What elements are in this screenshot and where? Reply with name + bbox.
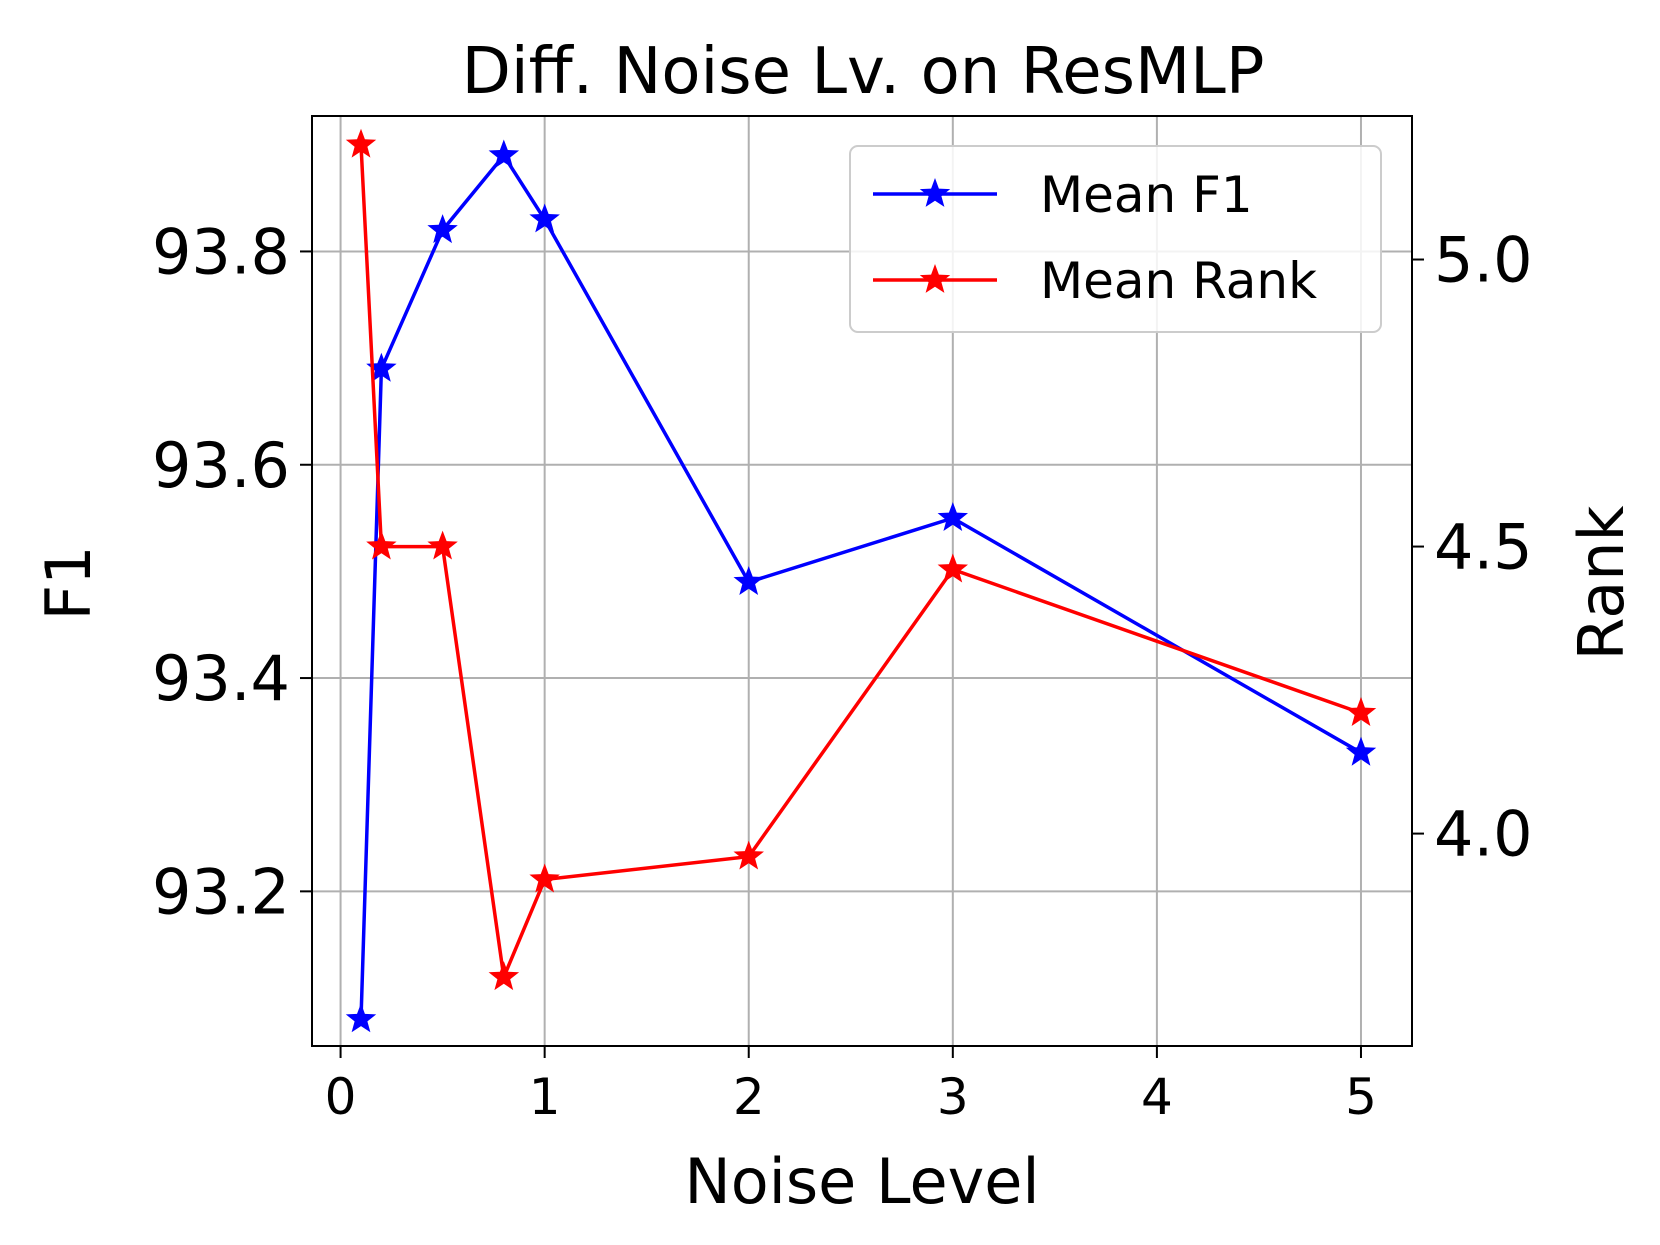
x-tick-label: 5 (1345, 1068, 1377, 1126)
y2-tick-label: 4.5 (1434, 511, 1533, 584)
y2-axis-label: Rank (1565, 505, 1638, 660)
tick-layer: 0 1 2 3 4 5 93.2 93.4 93.6 93.8 4.0 4.5 5.0 (152, 215, 1533, 1126)
y-tick-label: 93.2 (152, 855, 290, 928)
legend-mean-rank-marker (919, 264, 951, 293)
mean-f1-point (529, 203, 560, 233)
plot-frame (311, 115, 1413, 1047)
mean-f1-line (359, 152, 1362, 1020)
y-axis-label: F1 (32, 545, 105, 620)
series-layer (345, 128, 1377, 1033)
legend-mean-f1-label: Mean F1 (1040, 166, 1253, 224)
mean-f1-point (427, 214, 458, 244)
mean-rank-point (366, 530, 397, 560)
legend-mean-f1-marker (919, 178, 951, 207)
mean-f1-point (345, 1003, 377, 1033)
x-tick-label: 2 (733, 1068, 765, 1126)
mean-rank-line (359, 144, 1362, 984)
y2-tick-label: 4.0 (1434, 798, 1533, 871)
mean-rank-point (345, 128, 377, 158)
legend: Mean F1 Mean Rank (849, 145, 1382, 333)
mean-f1-point (733, 566, 764, 595)
mean-rank-point (1345, 697, 1377, 726)
y-tick-label: 93.8 (152, 215, 290, 288)
y-tick-label: 93.6 (152, 429, 290, 502)
chart-title: Diff. Noise Lv. on ResMLP (462, 35, 1265, 109)
x-tick-label: 0 (325, 1068, 357, 1126)
mean-rank-point (529, 863, 560, 893)
y-tick-label: 93.4 (152, 642, 290, 715)
x-axis-label: Noise Level (684, 1145, 1039, 1218)
x-tick-label: 3 (937, 1068, 969, 1126)
mean-rank-point (733, 840, 764, 870)
mean-rank-point (427, 530, 458, 560)
mean-f1-point (488, 139, 520, 169)
mean-f1-point (1345, 736, 1377, 766)
mean-f1-point (366, 352, 397, 382)
x-tick-label: 1 (529, 1068, 561, 1126)
x-tick-label: 4 (1141, 1068, 1173, 1126)
mean-rank-point (488, 961, 520, 991)
mean-rank-point (937, 553, 968, 583)
legend-mean-rank-label: Mean Rank (1040, 252, 1317, 310)
mean-f1-point (937, 502, 968, 531)
y2-tick-label: 5.0 (1434, 224, 1533, 297)
